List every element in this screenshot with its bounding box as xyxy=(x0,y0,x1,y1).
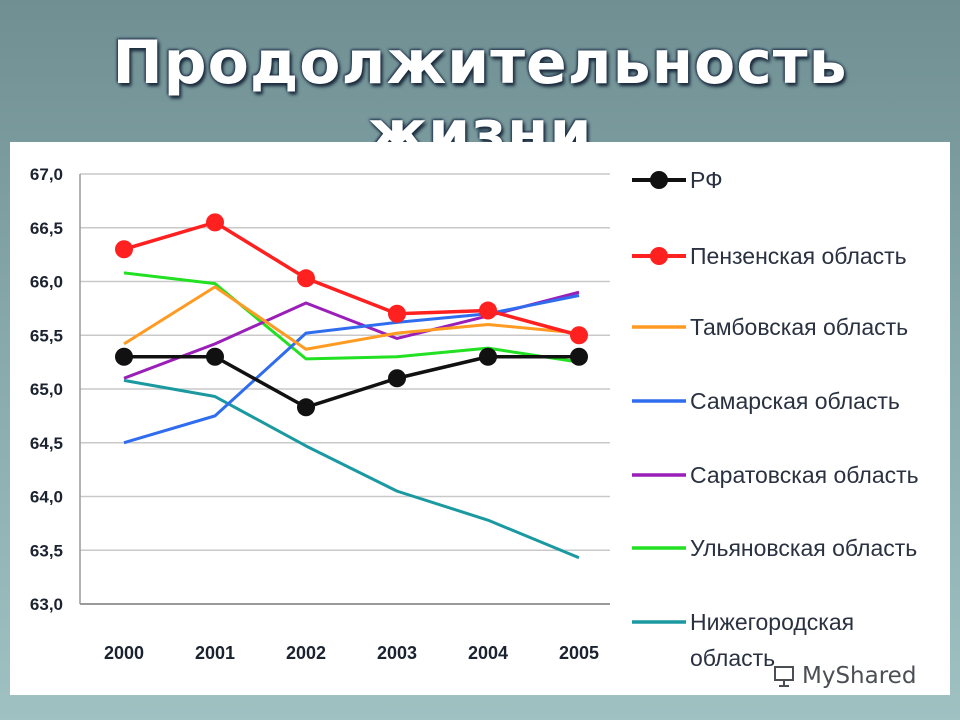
series-line xyxy=(123,285,580,351)
y-tick-label: 66,5 xyxy=(30,219,63,238)
data-point xyxy=(570,326,588,345)
y-tick-label: 63,0 xyxy=(30,595,63,614)
y-tick-label: 63,5 xyxy=(30,541,63,560)
data-point xyxy=(479,347,497,366)
legend-label: Ульяновская область xyxy=(690,535,917,561)
y-tick-labels: 63,0 63,5 64,0 64,5 65,0 65,5 66,0 66,5 67,0 xyxy=(30,165,63,614)
legend-label: РФ xyxy=(690,167,723,193)
data-point xyxy=(115,240,133,259)
data-point xyxy=(115,347,133,366)
legend-item: РФ xyxy=(632,167,723,193)
legend-label: Тамбовская область xyxy=(690,314,908,340)
data-point xyxy=(570,347,588,366)
y-tick-label: 65,0 xyxy=(30,380,63,399)
x-tick-labels: 2000 2001 2002 2003 2004 2005 xyxy=(104,643,599,663)
data-point xyxy=(479,301,497,320)
y-tick-label: 64,0 xyxy=(30,488,63,507)
series-3 xyxy=(123,285,580,351)
legend-marker xyxy=(650,247,668,265)
series-line xyxy=(123,378,580,560)
data-point xyxy=(206,347,224,366)
data-point xyxy=(206,213,224,232)
legend-label: Саратовская область xyxy=(690,462,919,488)
series-line xyxy=(123,220,580,337)
x-tick-label: 2001 xyxy=(195,643,235,663)
x-tick-label: 2003 xyxy=(377,643,417,663)
data-point xyxy=(388,304,406,323)
series-2 xyxy=(115,213,588,345)
series-line xyxy=(124,355,579,410)
legend-label-cont: область xyxy=(690,645,775,671)
legend-marker xyxy=(650,171,668,189)
legend-item: Нижегородская область xyxy=(632,609,854,671)
watermark-text: MyShared xyxy=(802,663,917,689)
series-1 xyxy=(115,347,588,417)
data-point xyxy=(388,369,406,388)
series-7 xyxy=(123,378,580,560)
watermark: MyShared xyxy=(772,660,916,692)
presentation-board-icon xyxy=(774,666,794,687)
y-tick-label: 67,0 xyxy=(30,165,63,184)
legend-label: Пензенская область xyxy=(690,243,907,269)
series-4 xyxy=(123,294,580,445)
series-6 xyxy=(123,271,580,364)
legend-item: Тамбовская область xyxy=(632,314,908,340)
legend-item: Саратовская область xyxy=(632,462,919,488)
y-tick-label: 65,5 xyxy=(30,326,63,345)
x-tick-label: 2004 xyxy=(468,643,508,663)
chart-panel: 63,0 63,5 64,0 64,5 65,0 65,5 66,0 66,5 67,0 200… xyxy=(10,142,950,695)
series-lines xyxy=(115,213,588,560)
series-line xyxy=(123,294,580,445)
y-tick-label: 64,5 xyxy=(30,434,63,453)
x-tick-label: 2000 xyxy=(104,643,144,663)
x-tick-label: 2002 xyxy=(286,643,326,663)
legend-label: Нижегородская xyxy=(690,609,854,635)
legend-label: Самарская область xyxy=(690,388,900,414)
slide-title: Продолжительность жизни xyxy=(112,28,848,168)
legend-item: Пензенская область xyxy=(632,243,907,269)
legend-item: Ульяновская область xyxy=(632,535,917,561)
data-point xyxy=(297,398,315,417)
legend: РФ Пензенская область Тамбовская область Са… xyxy=(632,167,919,671)
series-line xyxy=(123,271,580,364)
x-tick-label: 2005 xyxy=(559,643,599,663)
y-tick-label: 66,0 xyxy=(30,273,63,292)
axes xyxy=(79,174,610,605)
legend-item: Самарская область xyxy=(632,388,900,414)
line-chart: 63,0 63,5 64,0 64,5 65,0 65,5 66,0 66,5 67,0 200… xyxy=(30,165,919,671)
data-point xyxy=(297,269,315,288)
